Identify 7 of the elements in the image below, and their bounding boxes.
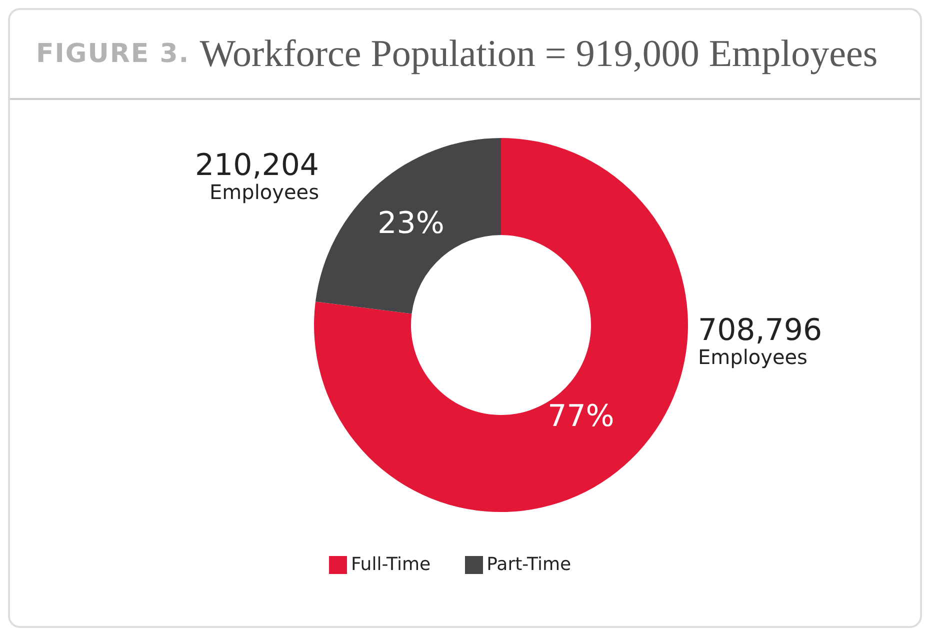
data-label: 23% (378, 206, 444, 242)
text: 210,204 Employees (194, 148, 319, 204)
text: 708,796 Employees (698, 313, 822, 369)
chart-title: FIGURE 3. Workforce Population = 919,000 Employees (36, 32, 878, 76)
data-label: 77% (548, 398, 614, 434)
legend-label: Part-Time (486, 554, 572, 575)
legend-label: Full-Time (350, 554, 431, 575)
